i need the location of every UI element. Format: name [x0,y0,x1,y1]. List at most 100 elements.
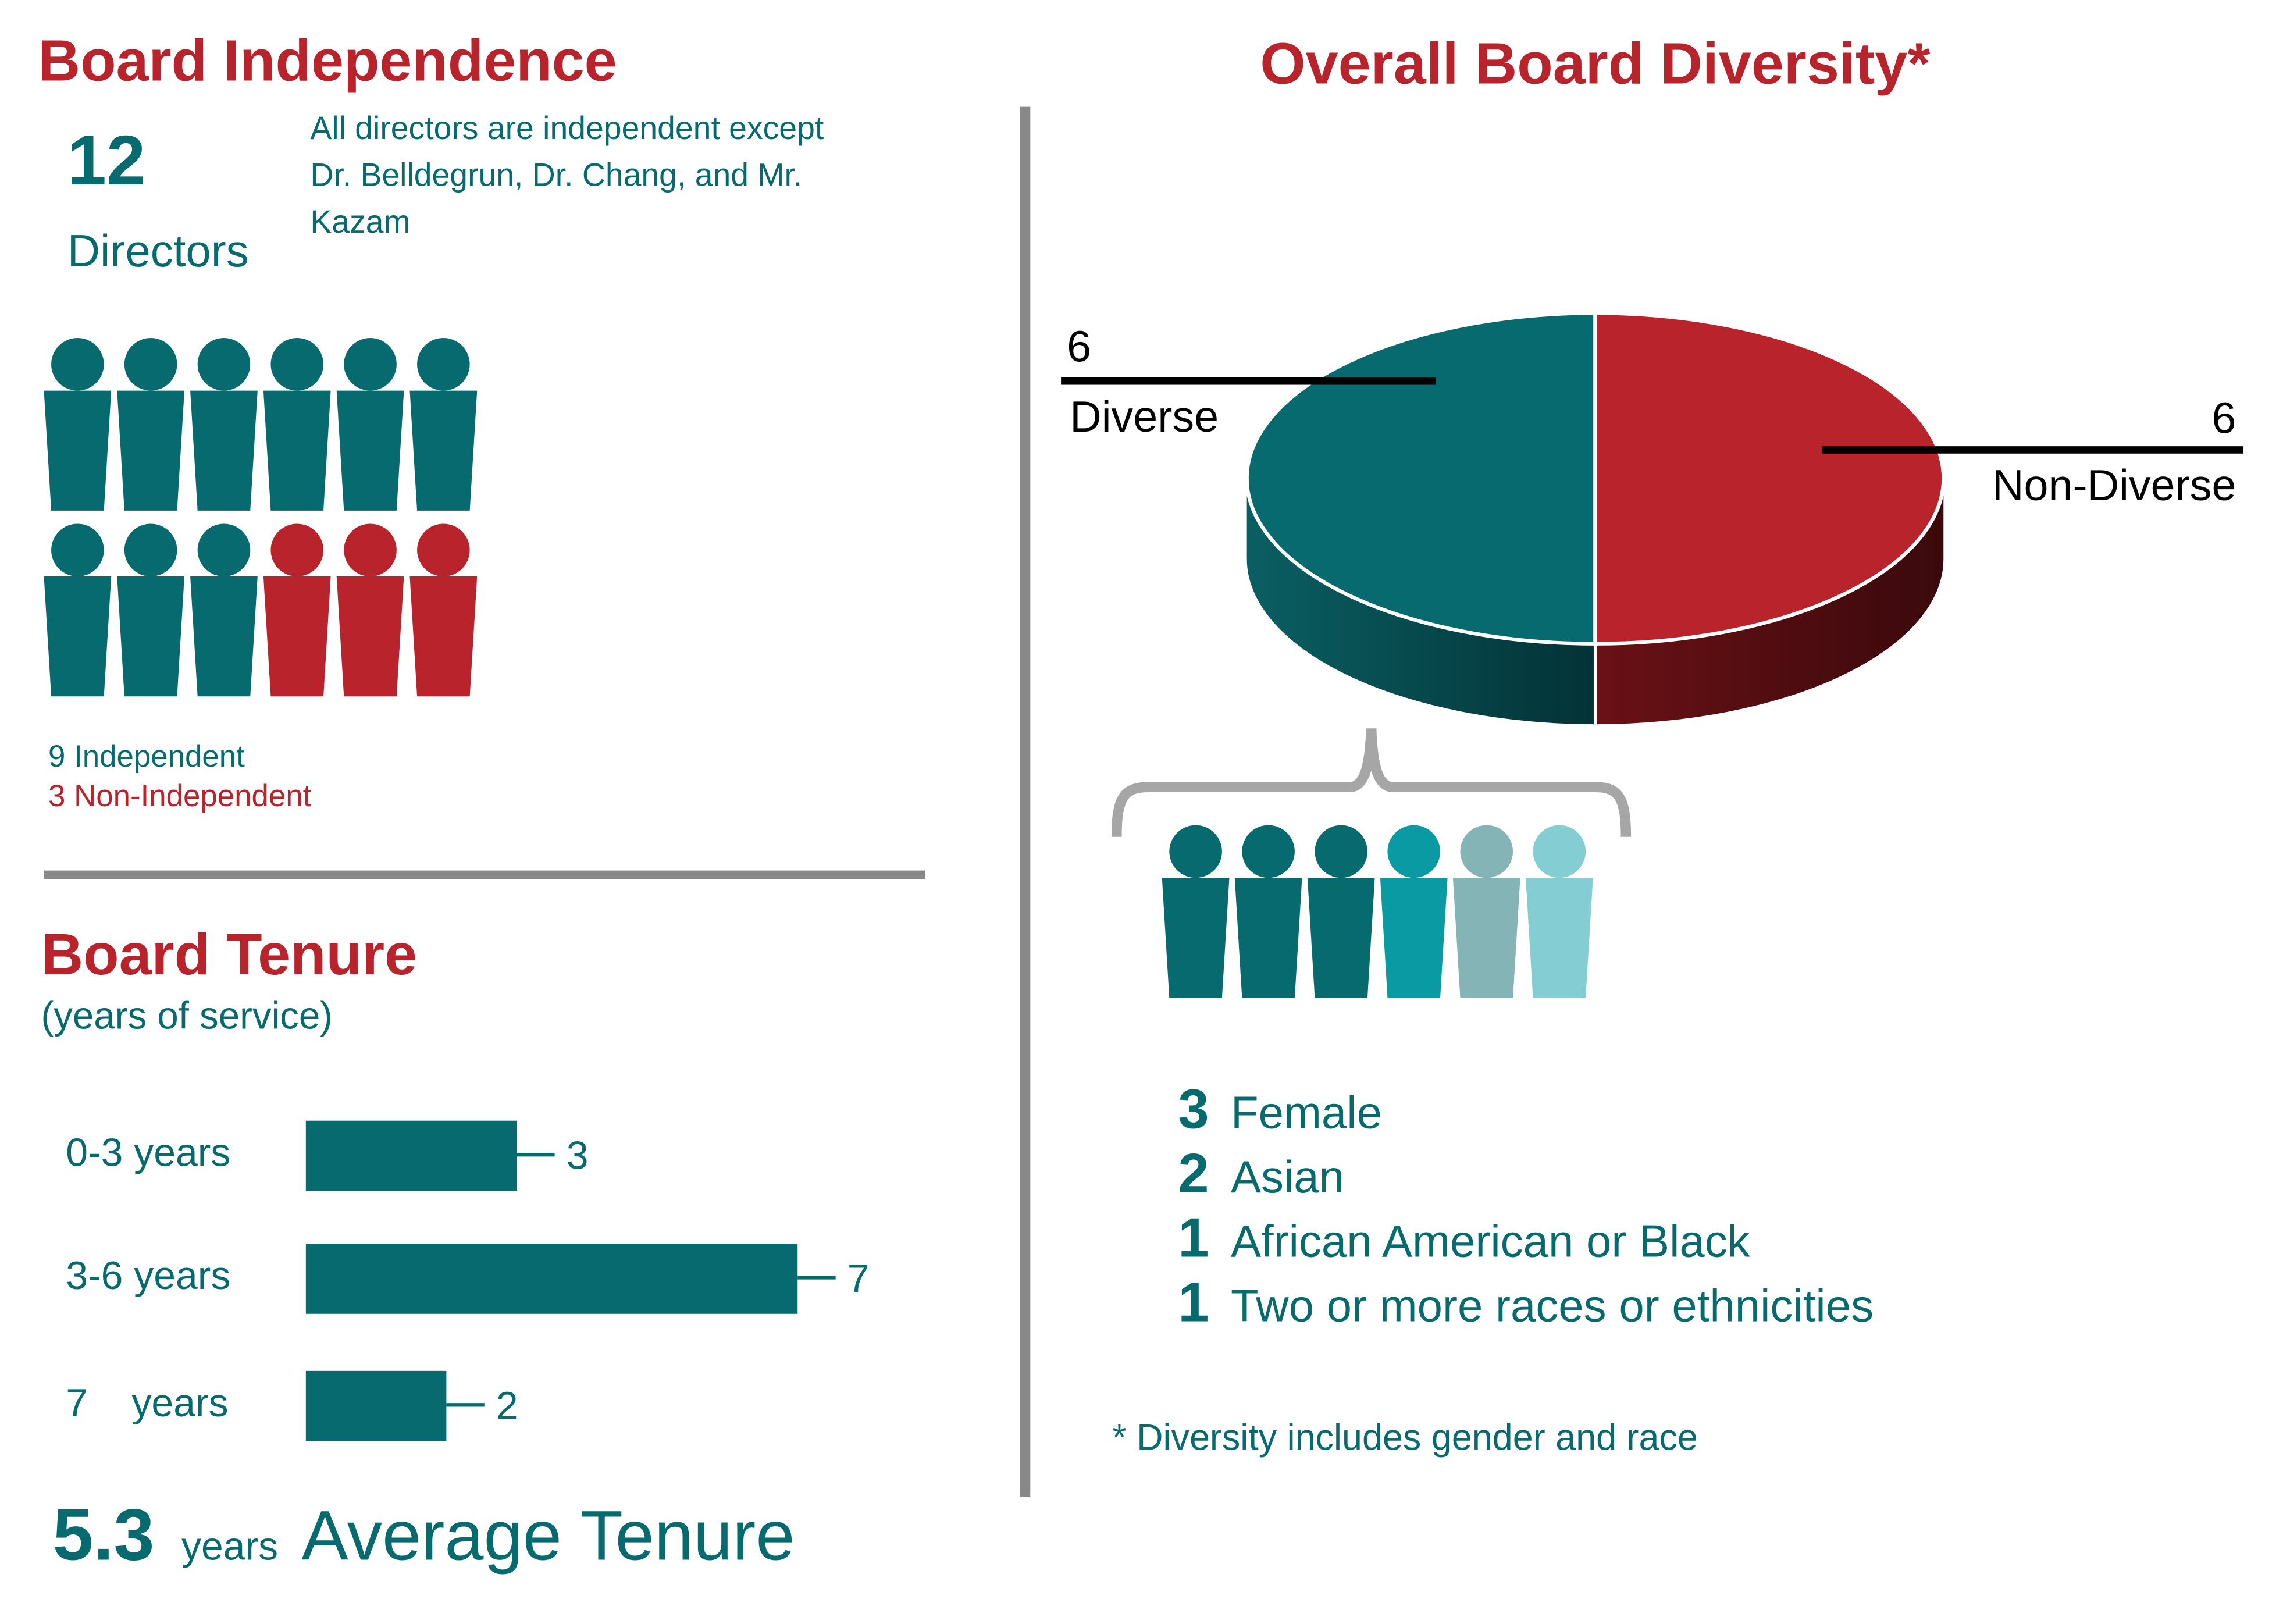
person-head [344,523,397,577]
legend-independent: 9 Independent [48,739,245,774]
diversity-footnote: * Diversity includes gender and race [1112,1418,1698,1458]
person-icon [409,338,478,511]
person-icon [1162,825,1230,998]
horizontal-divider [44,870,925,879]
person-head [1460,825,1513,878]
independence-note-line-2: Dr. Belldegrun, Dr. Chang, and Mr. [310,156,802,193]
person-body [1452,878,1520,998]
bracket [1111,728,1632,837]
person-icon [263,523,331,697]
person-body [336,390,404,511]
pie-side-non-diverse [1595,478,1944,725]
average-tenure-unit: years [181,1525,278,1568]
person-body [1380,878,1448,998]
bar-label-tick [446,1403,485,1407]
diverse-leader-line [1061,377,1436,385]
breakdown-label: Asian [1231,1151,1344,1202]
legend-non-independent: 3 Non-Independent [48,779,312,813]
bar-label-tick [517,1153,555,1157]
person-body [1307,878,1375,998]
bar-label-tick [797,1276,836,1280]
person-body [1162,878,1230,998]
person-icon [1234,825,1302,998]
person-body [117,576,185,697]
person-body [263,390,331,511]
person-body [1525,878,1593,998]
tenure-bar-chart: 0-3 years 3 3-6 years 7 7 years 2 [66,1120,870,1441]
average-tenure-value: 5.3 [53,1493,155,1575]
independence-note-line-3: Kazam [310,204,410,240]
person-body [409,576,478,697]
person-body [44,576,112,697]
tenure-bar [305,1244,798,1314]
breakdown-label: Two or more races or ethnicities [1231,1280,1874,1331]
person-icon [117,338,185,511]
tenure-bar [305,1120,517,1191]
person-head [197,523,251,577]
person-head [270,523,324,577]
person-icon [409,523,478,697]
bar-category-label: 7 years [66,1381,228,1425]
person-icon [190,338,258,511]
person-head [124,338,177,391]
person-head [124,523,177,577]
diversity-pie-chart [1245,311,1946,725]
bar-category-label: 3-6 years [66,1254,230,1298]
person-body [190,390,258,511]
person-icon [1452,825,1520,998]
bar-category-label: 0-3 years [66,1131,230,1175]
pie-side-diverse [1246,478,1595,725]
non-diverse-label: Non-Diverse [1992,461,2236,510]
bar-data-label: 7 [847,1257,870,1301]
diverse-director-icons [1162,825,1593,998]
person-head [1315,825,1367,878]
tenure-subtitle: (years of service) [41,994,333,1037]
person-head [197,338,251,391]
diversity-title: Overall Board Diversity* [1260,31,1931,96]
person-body [190,576,258,697]
director-count: 12 [67,121,145,200]
person-icon [336,338,404,511]
breakdown-count: 1 [1178,1207,1209,1269]
person-head [51,338,104,391]
diverse-label: Diverse [1070,392,1219,441]
person-head [1169,825,1222,878]
person-icon [263,338,331,511]
bar-data-label: 2 [496,1384,518,1428]
person-head [1387,825,1441,878]
diversity-breakdown: 3 Female 2 Asian 1 African American or Black 1… [1178,1078,1874,1333]
pie-slice-diverse [1245,311,1597,646]
person-icon [336,523,404,697]
person-head [51,523,104,577]
breakdown-count: 2 [1178,1142,1209,1205]
person-body [336,576,404,697]
person-icon [1380,825,1448,998]
person-body [263,576,331,697]
person-icon [44,523,112,697]
person-head [417,338,470,391]
non-diverse-leader-line [1822,446,2244,454]
person-body [117,390,185,511]
vertical-divider [1020,106,1031,1497]
tenure-title: Board Tenure [41,922,417,987]
breakdown-count: 3 [1178,1078,1209,1140]
person-head [270,338,324,391]
person-icon [1525,825,1593,998]
person-icon [44,338,112,511]
average-tenure-label: Average Tenure [301,1496,795,1575]
diverse-value: 6 [1067,322,1091,371]
person-body [409,390,478,511]
person-body [44,390,112,511]
tenure-bar [305,1370,447,1441]
non-diverse-value: 6 [2211,394,2236,443]
bar-data-label: 3 [567,1134,589,1178]
person-icon [117,523,185,697]
person-icon [1307,825,1375,998]
person-body [1234,878,1302,998]
breakdown-label: African American or Black [1231,1216,1751,1267]
person-icon [190,523,258,697]
breakdown-count: 1 [1178,1271,1209,1333]
person-head [1242,825,1295,878]
pie-slice-non-diverse [1593,311,1946,646]
